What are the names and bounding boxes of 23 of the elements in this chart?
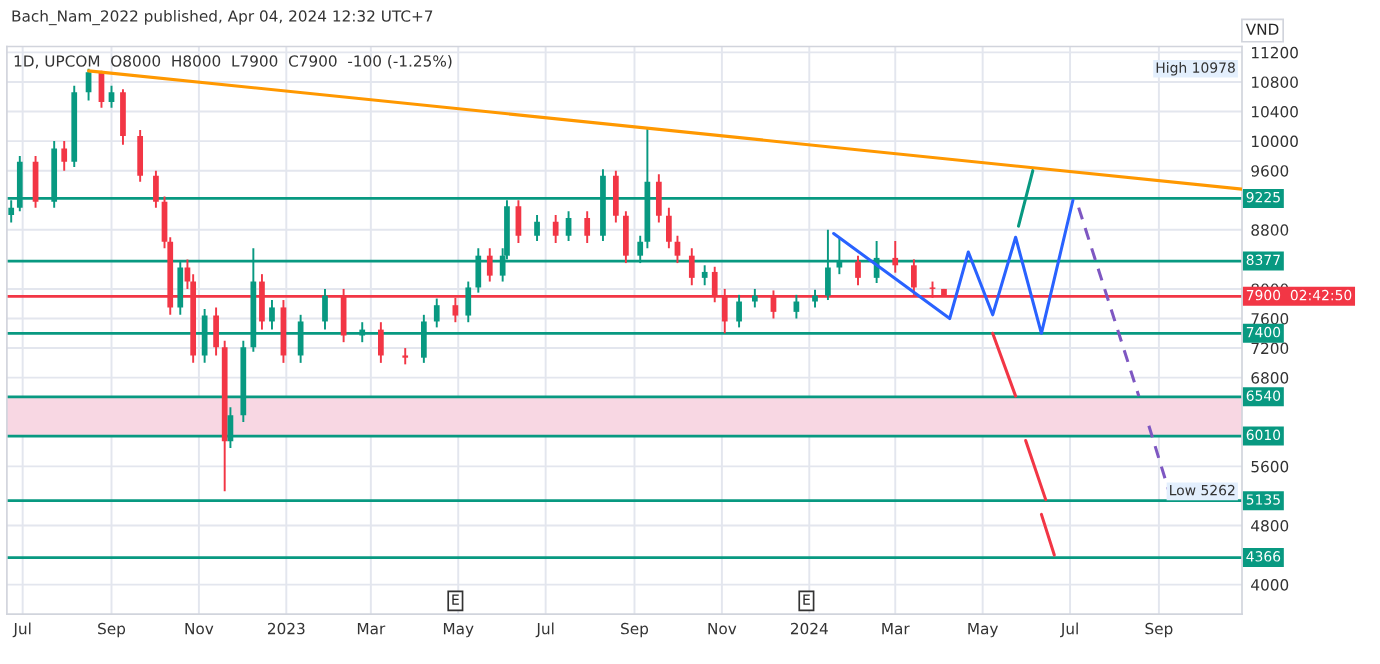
candlestick [465, 280, 472, 324]
line-series [832, 198, 1075, 335]
candlestick [120, 88, 126, 146]
candlestick [433, 297, 440, 329]
candlestick [623, 210, 629, 265]
candlestick [666, 206, 672, 250]
candlestick [61, 140, 68, 172]
candlestick [892, 239, 899, 274]
candlestick [378, 321, 384, 364]
candlestick [655, 173, 662, 224]
candlestick [736, 293, 742, 329]
candlestick [688, 247, 695, 287]
candlestick [534, 214, 540, 242]
candlestick [552, 214, 559, 245]
candlestick [108, 84, 115, 109]
candlestick [137, 129, 144, 183]
candlestick [584, 210, 591, 245]
candlestick [612, 169, 619, 224]
candlestick [855, 254, 861, 287]
candlestick [486, 247, 493, 283]
candlestick [751, 287, 758, 309]
candlestick [213, 306, 219, 357]
candlestick [153, 169, 159, 209]
